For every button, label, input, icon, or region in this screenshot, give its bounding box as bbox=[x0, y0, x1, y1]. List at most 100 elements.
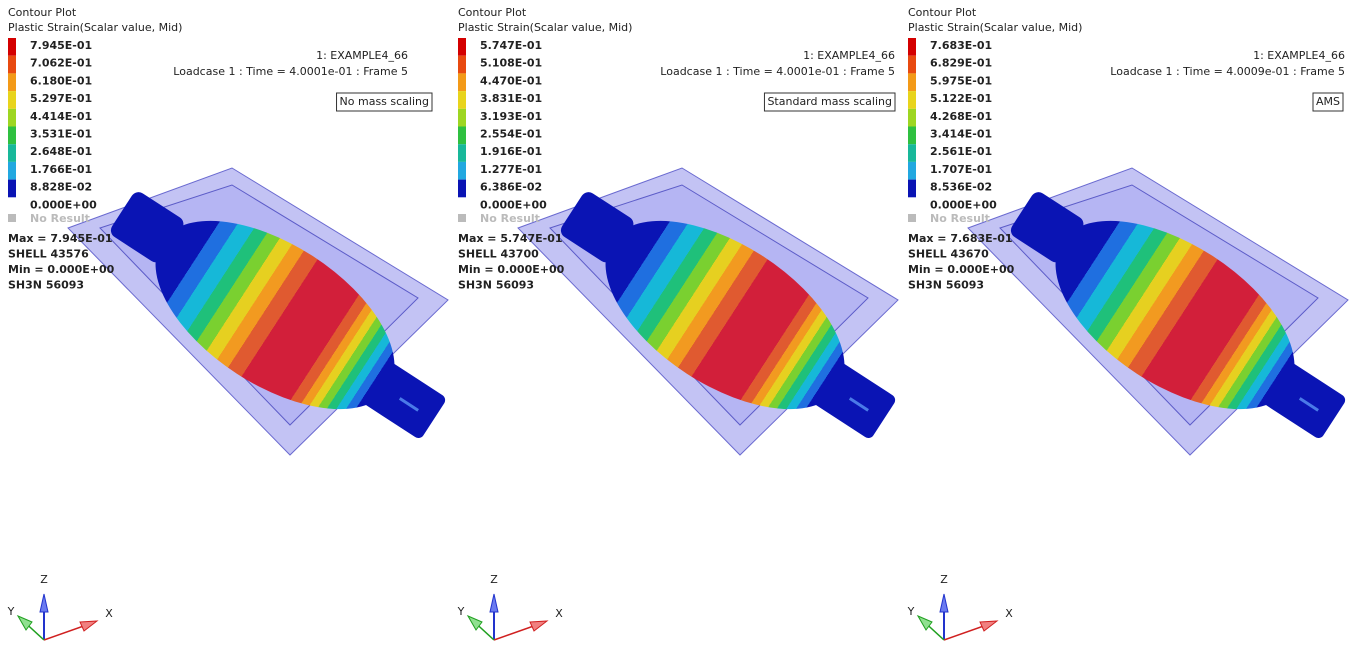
model-name: 1: EXAMPLE4_66 bbox=[316, 49, 408, 62]
loadcase-info: Loadcase 1 : Time = 4.0001e-01 : Frame 5 bbox=[660, 65, 895, 78]
summary-element: SHELL 43700 bbox=[458, 248, 539, 261]
axis-x-head bbox=[529, 620, 549, 632]
summary-node: SH3N 56093 bbox=[8, 279, 84, 292]
legend-value: 1.277E-01 bbox=[480, 163, 542, 176]
summary-min: Min = 0.000E+00 bbox=[458, 263, 565, 276]
plot-subtitle: Plastic Strain(Scalar value, Mid) bbox=[908, 21, 1082, 34]
legend-swatch bbox=[8, 73, 16, 92]
summary-max: Max = 7.683E-01 bbox=[908, 232, 1013, 245]
legend-value: 2.648E-01 bbox=[30, 145, 92, 158]
loadcase-info: Loadcase 1 : Time = 4.0001e-01 : Frame 5 bbox=[173, 65, 408, 78]
blank-part bbox=[560, 192, 896, 438]
no-result-swatch bbox=[908, 214, 916, 222]
axis-x-head bbox=[979, 620, 999, 632]
summary-element: SHELL 43670 bbox=[908, 248, 989, 261]
legend-value: 5.122E-01 bbox=[930, 92, 992, 105]
blank-part bbox=[110, 192, 446, 438]
plot-title: Contour Plot bbox=[8, 6, 77, 19]
axis-x-head bbox=[79, 620, 99, 632]
legend-value: 6.829E-01 bbox=[930, 57, 992, 70]
plot-title: Contour Plot bbox=[908, 6, 977, 19]
legend-value: 7.062E-01 bbox=[30, 57, 92, 70]
axis-z-label: Z bbox=[490, 573, 498, 586]
summary-node: SH3N 56093 bbox=[458, 279, 534, 292]
model-name: 1: EXAMPLE4_66 bbox=[803, 49, 895, 62]
legend-value: 4.414E-01 bbox=[30, 110, 92, 123]
legend-swatch bbox=[8, 161, 16, 180]
legend-swatch bbox=[458, 126, 466, 145]
viewport-panel: Contour Plot Plastic Strain(Scalar value,… bbox=[457, 6, 899, 641]
legend-swatch bbox=[8, 144, 16, 162]
legend-value: 5.747E-01 bbox=[480, 39, 542, 52]
axis-y-label: Y bbox=[907, 605, 915, 618]
axis-z-label: Z bbox=[940, 573, 948, 586]
axis-z-label: Z bbox=[40, 573, 48, 586]
summary-node: SH3N 56093 bbox=[908, 279, 984, 292]
summary-max: Max = 7.945E-01 bbox=[8, 232, 113, 245]
axis-y-head bbox=[916, 614, 933, 631]
no-result: No Result bbox=[30, 212, 90, 225]
no-result: No Result bbox=[480, 212, 540, 225]
legend-swatch bbox=[908, 91, 916, 109]
no-result: No Result bbox=[930, 212, 990, 225]
axis-z-head bbox=[39, 593, 49, 613]
legend-value: 5.975E-01 bbox=[930, 74, 992, 87]
legend-swatch bbox=[8, 108, 16, 127]
legend-swatch bbox=[8, 91, 16, 109]
part-slot bbox=[398, 397, 419, 412]
legend-value: 4.470E-01 bbox=[480, 74, 542, 87]
note-box bbox=[336, 92, 433, 112]
plot-subtitle: Plastic Strain(Scalar value, Mid) bbox=[458, 21, 632, 34]
legend-swatch bbox=[458, 55, 466, 74]
axis-y-label: Y bbox=[7, 605, 15, 618]
part-body bbox=[1055, 220, 1295, 410]
legend-swatch bbox=[458, 179, 466, 198]
legend-value: 8.536E-02 bbox=[930, 181, 992, 194]
legend-value: 2.561E-01 bbox=[930, 145, 992, 158]
legend-value: 1.766E-01 bbox=[30, 163, 92, 176]
legend-value: 0.000E+00 bbox=[30, 198, 97, 211]
note-label: No mass scaling bbox=[340, 95, 429, 108]
part-slot bbox=[848, 397, 869, 412]
summary-element: SHELL 43576 bbox=[8, 248, 89, 261]
no-result-swatch bbox=[458, 214, 466, 222]
legend-value: 1.707E-01 bbox=[930, 163, 992, 176]
note-label: AMS bbox=[1316, 95, 1340, 108]
legend-swatch bbox=[908, 73, 916, 92]
legend-swatch bbox=[458, 73, 466, 92]
legend-value: 3.193E-01 bbox=[480, 110, 542, 123]
summary-min: Min = 0.000E+00 bbox=[908, 263, 1015, 276]
axis-y-label: Y bbox=[457, 605, 465, 618]
legend-swatch bbox=[458, 108, 466, 127]
part-body bbox=[605, 220, 845, 410]
legend-swatch bbox=[8, 126, 16, 145]
legend-swatch bbox=[908, 55, 916, 74]
axis-y-head bbox=[16, 614, 33, 631]
legend-swatch bbox=[908, 126, 916, 145]
axis-z-head bbox=[489, 593, 499, 613]
legend-swatch bbox=[8, 38, 16, 56]
legend-value: 6.180E-01 bbox=[30, 74, 92, 87]
summary-max: Max = 5.747E-01 bbox=[458, 232, 563, 245]
legend-swatch bbox=[908, 144, 916, 162]
note-box bbox=[1312, 92, 1344, 112]
plot-title: Contour Plot bbox=[458, 6, 527, 19]
legend-value: 3.531E-01 bbox=[30, 128, 92, 141]
axis-z-head bbox=[939, 593, 949, 613]
axis-x-label: X bbox=[105, 607, 113, 620]
legend-swatch bbox=[8, 179, 16, 198]
legend-swatch bbox=[908, 108, 916, 127]
note-label: Standard mass scaling bbox=[767, 95, 892, 108]
legend-swatch bbox=[458, 38, 466, 56]
axis-y-head bbox=[466, 614, 483, 631]
legend-swatch bbox=[458, 161, 466, 180]
legend-swatch bbox=[908, 161, 916, 180]
axis-x-label: X bbox=[1005, 607, 1013, 620]
legend-value: 7.945E-01 bbox=[30, 39, 92, 52]
legend-swatch bbox=[908, 38, 916, 56]
legend-swatch bbox=[458, 144, 466, 162]
legend-value: 3.414E-01 bbox=[930, 128, 992, 141]
legend-value: 0.000E+00 bbox=[480, 198, 547, 211]
loadcase-info: Loadcase 1 : Time = 4.0009e-01 : Frame 5 bbox=[1110, 65, 1345, 78]
